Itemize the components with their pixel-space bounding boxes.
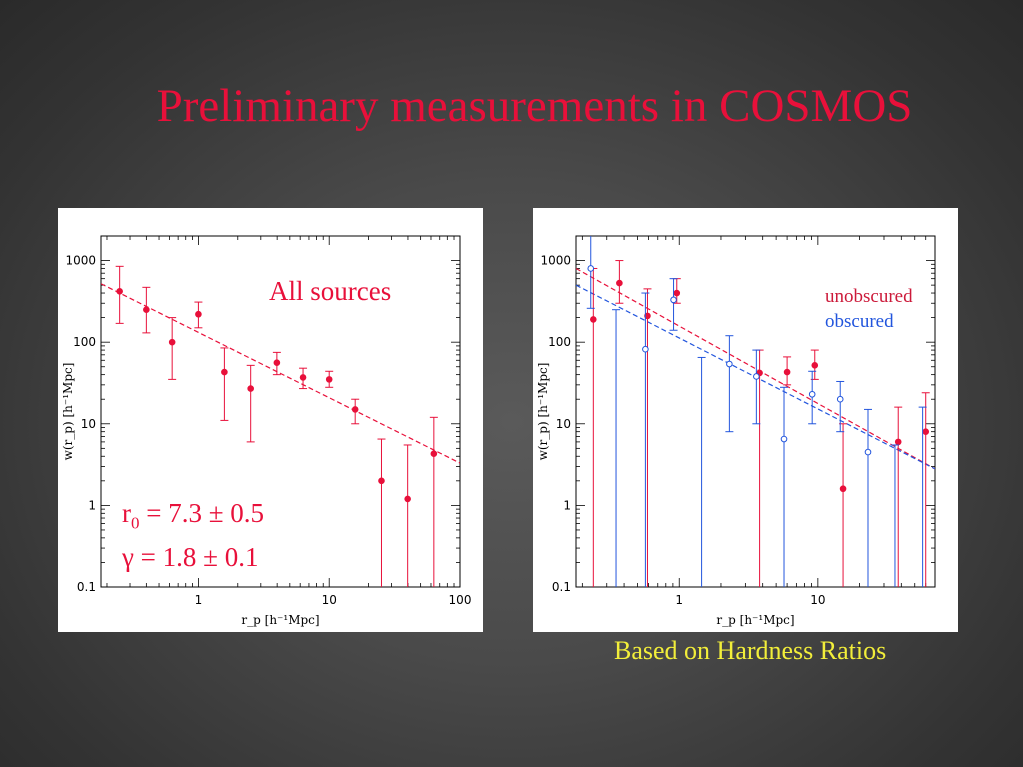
data-point bbox=[168, 338, 176, 346]
r0-value: = 7.3 ± 0.5 bbox=[139, 498, 265, 528]
data-point bbox=[839, 485, 847, 493]
data-point bbox=[894, 438, 902, 446]
y-tick-label: 100 bbox=[73, 335, 96, 349]
data-point bbox=[587, 265, 595, 272]
data-point bbox=[299, 374, 307, 381]
data-point bbox=[116, 288, 123, 295]
y-tick-label: 100 bbox=[548, 335, 571, 349]
data-point bbox=[780, 435, 788, 443]
data-point bbox=[616, 279, 623, 287]
x-tick-label: 100 bbox=[449, 593, 472, 607]
x-axis-title: r_p [h⁻¹Mpc] bbox=[241, 613, 319, 627]
x-tick-label: 1 bbox=[195, 593, 203, 607]
data-point bbox=[325, 376, 333, 383]
data-point bbox=[753, 373, 760, 380]
data-point bbox=[811, 362, 819, 369]
gamma-line: γ = 1.8 ± 0.1 bbox=[122, 542, 259, 573]
data-point bbox=[378, 477, 385, 485]
data-point bbox=[221, 368, 228, 376]
fit-parameters: r0 = 7.3 ± 0.5 γ = 1.8 ± 0.1 bbox=[122, 496, 264, 574]
y-tick-label: 10 bbox=[556, 417, 571, 431]
data-point bbox=[836, 395, 844, 403]
x-tick-label: 10 bbox=[810, 593, 825, 607]
plot-area bbox=[576, 236, 935, 587]
data-point bbox=[673, 289, 681, 297]
r0-symbol: r bbox=[122, 498, 131, 528]
r0-line: r0 = 7.3 ± 0.5 bbox=[122, 496, 264, 540]
plot-frame bbox=[100, 235, 461, 588]
fit-line bbox=[576, 267, 935, 470]
data-point bbox=[726, 360, 733, 368]
right-chart-svg: 1 10 0.1 1 10 100 1000 r_p [h⁻¹Mpc] w(r_p) [h⁻¹M… bbox=[536, 235, 936, 627]
y-tick-label: 10 bbox=[81, 417, 96, 431]
y-tick-label: 0.1 bbox=[552, 580, 571, 594]
y-axis-title: w(r_p) [h⁻¹Mpc] bbox=[536, 363, 550, 461]
y-axis-title: w(r_p) [h⁻¹Mpc] bbox=[61, 363, 75, 461]
left-chart-svg: 1 10 100 0.1 1 10 100 1000 r_p [h⁻¹Mpc] w(r_p) [h… bbox=[61, 235, 472, 627]
x-tick-label: 10 bbox=[322, 593, 337, 607]
y-tick-label: 1 bbox=[88, 498, 96, 512]
all-sources-label: All sources bbox=[269, 276, 392, 306]
data-point bbox=[273, 359, 281, 367]
r0-subscript: 0 bbox=[131, 513, 140, 533]
y-tick-label: 0.1 bbox=[77, 580, 96, 594]
legend: unobscured obscured bbox=[825, 284, 913, 334]
y-tick-label: 1000 bbox=[65, 254, 96, 268]
data-point bbox=[195, 310, 202, 318]
x-axis-title: r_p [h⁻¹Mpc] bbox=[716, 613, 794, 627]
data-point bbox=[783, 368, 791, 376]
data-point bbox=[670, 296, 677, 304]
y-tick-label: 1 bbox=[563, 498, 571, 512]
plot-area bbox=[101, 265, 460, 587]
data-point bbox=[808, 390, 816, 398]
fit-line bbox=[101, 283, 460, 464]
plot-frame bbox=[575, 235, 936, 588]
x-tick-label: 1 bbox=[675, 593, 683, 607]
legend-unobscured: unobscured bbox=[825, 286, 913, 307]
data-point bbox=[143, 306, 150, 313]
caption: Based on Hardness Ratios bbox=[614, 636, 887, 665]
data-point bbox=[247, 385, 254, 392]
data-point bbox=[922, 428, 930, 435]
data-point bbox=[590, 316, 597, 323]
data-point bbox=[644, 312, 651, 320]
legend-obscured: obscured bbox=[825, 311, 894, 332]
data-point bbox=[404, 495, 411, 503]
data-point bbox=[642, 345, 649, 353]
right-plot-panel: 1 10 0.1 1 10 100 1000 r_p [h⁻¹Mpc] w(r_p) [h⁻¹M… bbox=[533, 208, 958, 632]
y-tick-label: 1000 bbox=[540, 254, 571, 268]
data-point bbox=[430, 450, 438, 457]
left-plot-panel: 1 10 100 0.1 1 10 100 1000 r_p [h⁻¹Mpc] w(r_p) [h… bbox=[58, 208, 483, 632]
slide-title: Preliminary measurements in COSMOS bbox=[156, 80, 913, 132]
data-point bbox=[351, 406, 359, 413]
data-point bbox=[864, 448, 872, 456]
